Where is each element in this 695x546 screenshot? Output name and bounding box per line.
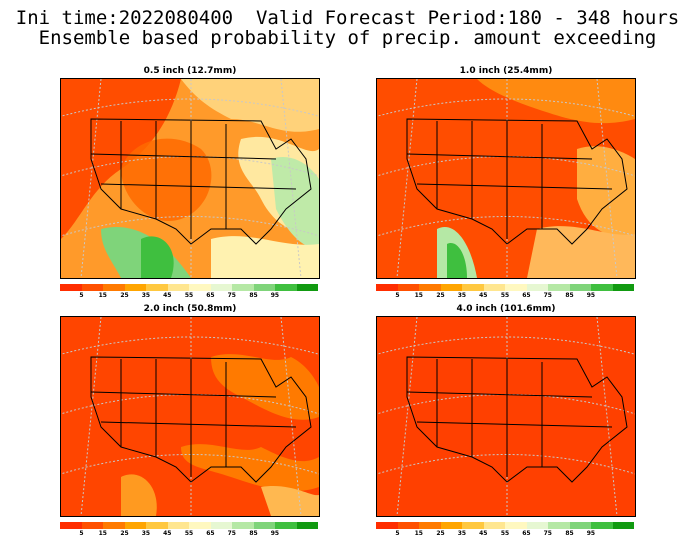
colorbar-tick: 65 xyxy=(522,530,531,537)
colorbar-tick: 95 xyxy=(270,292,280,299)
colorbar-tick: 75 xyxy=(227,292,236,299)
colorbar-tick: 65 xyxy=(206,530,215,537)
colorbar-tick: 25 xyxy=(120,292,129,299)
colorbar-tick: 5 xyxy=(395,530,400,537)
colorbar-tick: 85 xyxy=(249,292,258,299)
colorbar-tick: 75 xyxy=(227,530,236,537)
colorbar-tick: 35 xyxy=(457,292,467,299)
colorbar-tick: 35 xyxy=(457,530,467,537)
map-10-inch-graphic xyxy=(377,79,635,278)
colorbar-tick: 15 xyxy=(414,292,423,299)
colorbar-tick: 25 xyxy=(436,530,445,537)
colorbar-tick: 25 xyxy=(120,530,129,537)
colorbar-10-inch-swatches xyxy=(376,284,634,291)
map-panel-05-inch xyxy=(60,78,320,279)
map-panel-40-inch xyxy=(376,316,636,517)
colorbar-40-inch: 5 15 25 35 45 55 65 75 85 95 xyxy=(376,522,634,546)
map-05-inch-graphic xyxy=(61,79,319,278)
panel-title-05-inch: 0.5 inch (12.7mm) xyxy=(143,66,237,76)
colorbar-05-inch-swatches xyxy=(60,284,318,291)
colorbar-tick: 85 xyxy=(565,530,574,537)
colorbar-tick: 85 xyxy=(249,530,258,537)
colorbar-20-inch-swatches xyxy=(60,522,318,529)
colorbar-tick: 15 xyxy=(98,530,107,537)
colorbar-tick: 85 xyxy=(565,292,574,299)
colorbar-tick: 65 xyxy=(206,292,215,299)
colorbar-tick: 25 xyxy=(436,292,445,299)
colorbar-tick: 5 xyxy=(395,292,400,299)
colorbar-tick: 35 xyxy=(141,292,151,299)
panel-title-20-inch: 2.0 inch (50.8mm) xyxy=(143,304,237,314)
colorbar-tick: 65 xyxy=(522,292,531,299)
colorbar-tick: 15 xyxy=(98,292,107,299)
panel-title-10-inch: 1.0 inch (25.4mm) xyxy=(459,66,553,76)
colorbar-tick: 95 xyxy=(586,292,596,299)
colorbar-tick: 45 xyxy=(479,292,488,299)
colorbar-tick: 5 xyxy=(79,292,84,299)
colorbar-tick: 15 xyxy=(414,530,423,537)
figure-title-line2: Ensemble based probability of precip. am… xyxy=(38,27,657,49)
colorbar-tick: 55 xyxy=(184,292,194,299)
colorbar-tick: 95 xyxy=(270,530,280,537)
colorbar-tick: 35 xyxy=(141,530,151,537)
colorbar-tick: 55 xyxy=(500,530,510,537)
colorbar-tick: 45 xyxy=(163,292,172,299)
colorbar-tick: 75 xyxy=(543,292,552,299)
colorbar-tick: 95 xyxy=(586,530,596,537)
map-panel-20-inch xyxy=(60,316,320,517)
panel-title-40-inch: 4.0 inch (101.6mm) xyxy=(456,304,556,314)
colorbar-tick: 75 xyxy=(543,530,552,537)
colorbar-tick: 55 xyxy=(184,530,194,537)
colorbar-20-inch: 5 15 25 35 45 55 65 75 85 95 xyxy=(60,522,318,546)
colorbar-tick: 45 xyxy=(163,530,172,537)
colorbar-tick: 45 xyxy=(479,530,488,537)
colorbar-40-inch-swatches xyxy=(376,522,634,529)
colorbar-tick: 5 xyxy=(79,530,84,537)
map-40-inch-graphic xyxy=(377,317,635,516)
colorbar-tick: 55 xyxy=(500,292,510,299)
colorbar-10-inch: 5 15 25 35 45 55 65 75 85 95 xyxy=(376,284,634,308)
colorbar-05-inch: 5 15 25 35 45 55 65 75 85 95 xyxy=(60,284,318,308)
figure-title-line1: Ini time:2022080400 Valid Forecast Perio… xyxy=(15,7,680,29)
map-panel-10-inch xyxy=(376,78,636,279)
map-20-inch-graphic xyxy=(61,317,319,516)
